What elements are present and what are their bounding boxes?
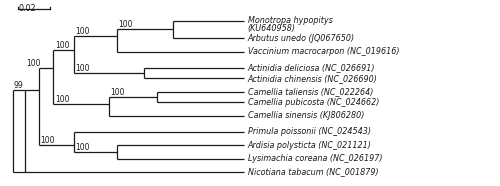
Text: (KU640958): (KU640958) bbox=[248, 24, 296, 33]
Text: Lysimachia coreana (NC_026197): Lysimachia coreana (NC_026197) bbox=[248, 154, 382, 163]
Text: 99: 99 bbox=[13, 81, 23, 90]
Text: Camellia sinensis (KJ806280): Camellia sinensis (KJ806280) bbox=[248, 111, 364, 120]
Text: 100: 100 bbox=[76, 27, 90, 36]
Text: 100: 100 bbox=[55, 41, 70, 49]
Text: Actinidia deliciosa (NC_026691): Actinidia deliciosa (NC_026691) bbox=[248, 63, 375, 72]
Text: Monotropa hypopitys: Monotropa hypopitys bbox=[248, 16, 332, 25]
Text: Actinidia chinensis (NC_026690): Actinidia chinensis (NC_026690) bbox=[248, 74, 378, 83]
Text: 100: 100 bbox=[76, 143, 90, 152]
Text: 100: 100 bbox=[55, 95, 70, 104]
Text: Camellia taliensis (NC_022264): Camellia taliensis (NC_022264) bbox=[248, 87, 373, 96]
Text: Arbutus unedo (JQ067650): Arbutus unedo (JQ067650) bbox=[248, 34, 354, 43]
Text: Nicotiana tabacum (NC_001879): Nicotiana tabacum (NC_001879) bbox=[248, 167, 378, 177]
Text: Ardisia polysticta (NC_021121): Ardisia polysticta (NC_021121) bbox=[248, 141, 372, 150]
Text: 100: 100 bbox=[118, 20, 133, 29]
Text: 100: 100 bbox=[26, 59, 40, 68]
Text: Camellia pubicosta (NC_024662): Camellia pubicosta (NC_024662) bbox=[248, 98, 379, 107]
Text: Vaccinium macrocarpon (NC_019616): Vaccinium macrocarpon (NC_019616) bbox=[248, 47, 399, 56]
Text: 0.02: 0.02 bbox=[18, 4, 36, 13]
Text: 100: 100 bbox=[110, 88, 125, 97]
Text: 100: 100 bbox=[76, 64, 90, 73]
Text: 100: 100 bbox=[40, 136, 55, 145]
Text: Primula poissonii (NC_024543): Primula poissonii (NC_024543) bbox=[248, 127, 370, 136]
